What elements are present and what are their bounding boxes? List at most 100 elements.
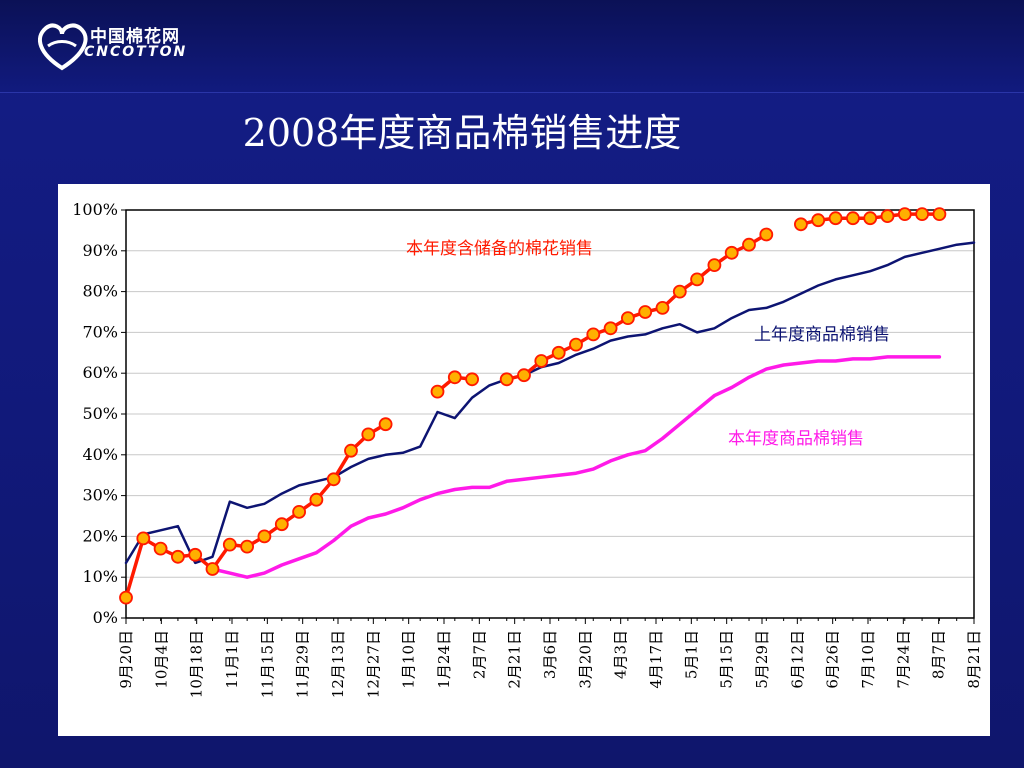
sales-progress-chart: 0% 10% 20% 30% 40% 50% 60% 70% 80% 90% 100% 9月20日 1… <box>72 200 983 698</box>
data-point <box>742 237 756 252</box>
x-tick-label: 4月3日 <box>612 630 630 679</box>
x-tick-label: 11月1日 <box>223 630 241 689</box>
annotation-last-year-sales: 上年度商品棉销售 <box>754 325 890 345</box>
annotation-this-year-sales: 本年度商品棉销售 <box>728 429 864 449</box>
data-point <box>586 327 601 342</box>
data-point <box>672 284 687 299</box>
data-point <box>222 537 237 552</box>
y-tick-label: 80% <box>82 282 118 301</box>
x-tick-label: 2月21日 <box>506 630 524 689</box>
x-tick-label: 11月15日 <box>258 630 276 698</box>
data-point <box>724 245 739 260</box>
data-point <box>153 541 168 556</box>
chart-panel: 0% 10% 20% 30% 40% 50% 60% 70% 80% 90% 100% 9月20日 1… <box>58 184 990 736</box>
logo-text-en: CNCOTTON <box>84 44 188 60</box>
cotton-heart-icon <box>37 23 88 71</box>
data-point <box>655 301 670 315</box>
page-title: 2008年度商品棉销售进度 <box>242 111 682 155</box>
x-tick-label: 2月7日 <box>470 630 488 679</box>
data-point <box>603 321 618 336</box>
x-tick-label: 5月15日 <box>718 630 736 689</box>
series-line-reserve-sales <box>504 232 769 382</box>
data-point <box>309 492 324 507</box>
y-tick-label: 0% <box>93 608 118 627</box>
logo-text-cn: 中国棉花网 <box>90 27 180 47</box>
x-tick-label: 1月24日 <box>435 630 453 689</box>
series-line-last-year-sales <box>124 241 976 565</box>
x-tick-label: 10月4日 <box>152 630 170 689</box>
data-point <box>517 368 531 383</box>
series-last-year-sales <box>124 241 976 565</box>
data-point <box>897 207 912 222</box>
data-point <box>499 372 514 387</box>
cncotton-logo: 中国棉花网 CNCOTTON <box>34 16 194 78</box>
data-point <box>915 207 929 222</box>
series-line-this-year-sales <box>210 355 942 579</box>
y-tick-label: 100% <box>72 200 118 219</box>
y-tick-label: 10% <box>82 567 118 586</box>
data-point <box>119 590 133 605</box>
x-tick-label: 12月27日 <box>364 630 382 698</box>
y-tick-label: 30% <box>82 486 118 505</box>
series-line-reserve-sales <box>124 422 388 600</box>
x-tick-label: 10月18日 <box>188 630 206 698</box>
data-point <box>551 345 566 360</box>
x-tick-label: 6月26日 <box>824 630 842 689</box>
y-tick-label: 20% <box>82 526 118 545</box>
x-tick-label: 8月21日 <box>965 630 983 689</box>
data-point <box>378 417 393 432</box>
series-layer <box>119 207 976 605</box>
x-tick-label: 3月6日 <box>541 630 559 679</box>
data-point <box>205 562 220 576</box>
x-tick-label: 1月10日 <box>400 630 418 689</box>
y-tick-label: 60% <box>82 363 118 382</box>
data-point <box>292 504 307 519</box>
x-tick-label: 12月13日 <box>329 630 347 698</box>
data-point <box>707 258 722 272</box>
data-point <box>638 305 653 319</box>
series-this-year-sales <box>210 355 942 579</box>
data-point <box>690 272 704 287</box>
data-point <box>863 211 878 226</box>
data-point <box>361 427 376 442</box>
data-point <box>240 539 255 554</box>
y-axis: 0% 10% 20% 30% 40% 50% 60% 70% 80% 90% 100% <box>72 200 126 627</box>
data-point <box>344 443 358 458</box>
data-point <box>274 517 289 532</box>
data-point <box>759 227 774 242</box>
data-point <box>465 372 480 387</box>
data-point <box>828 211 843 226</box>
header-band <box>0 0 1024 93</box>
x-tick-label: 6月12日 <box>788 630 806 689</box>
data-point <box>811 213 826 228</box>
data-point <box>326 472 341 487</box>
data-point <box>188 547 203 562</box>
x-tick-label: 5月1日 <box>682 630 700 679</box>
x-tick-label: 5月29日 <box>753 630 771 689</box>
x-axis: 9月20日 10月4日 10月18日 11月1日 11月15日 11月29日 12月13日 1… <box>117 618 983 698</box>
x-tick-label: 9月20日 <box>117 630 135 689</box>
y-tick-label: 40% <box>82 445 118 464</box>
data-point <box>534 354 549 368</box>
x-tick-label: 3月20日 <box>576 630 594 689</box>
data-point <box>136 531 151 546</box>
annotation-reserve-sales: 本年度含储备的棉花销售 <box>406 239 593 259</box>
data-point <box>794 217 808 232</box>
data-point <box>257 529 272 544</box>
data-point <box>569 337 583 352</box>
x-tick-label: 11月29日 <box>294 630 312 698</box>
y-tick-label: 90% <box>82 241 118 260</box>
x-tick-label: 8月7日 <box>930 630 948 679</box>
x-tick-label: 4月17日 <box>647 630 665 689</box>
y-tick-label: 70% <box>82 322 118 341</box>
data-point <box>171 549 185 564</box>
data-point <box>880 209 895 223</box>
grid-layer <box>126 250 974 578</box>
data-point <box>932 207 947 222</box>
data-point <box>621 311 635 326</box>
series-reserve-sales <box>119 207 947 605</box>
y-tick-label: 50% <box>82 404 118 423</box>
data-point <box>447 370 462 385</box>
data-point <box>846 211 860 226</box>
x-tick-label: 7月24日 <box>894 630 912 689</box>
